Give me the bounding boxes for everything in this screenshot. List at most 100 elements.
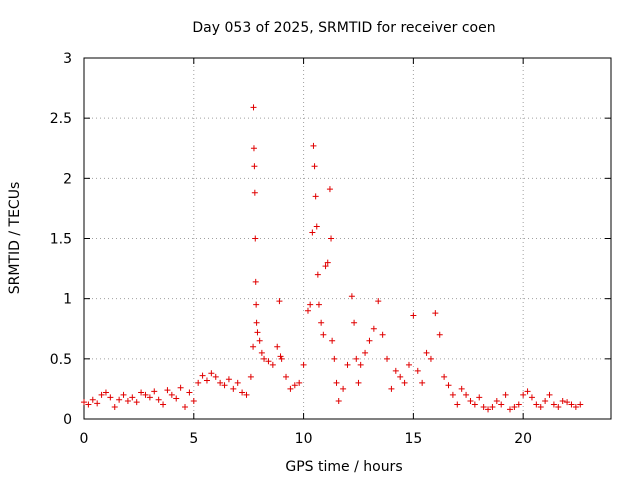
x-axis-label: GPS time / hours: [285, 459, 402, 475]
data-point: [138, 389, 145, 396]
data-point: [353, 355, 360, 362]
data-point: [304, 307, 311, 314]
data-point: [177, 384, 184, 391]
data-point: [217, 379, 224, 386]
data-point: [498, 401, 505, 408]
data-point: [120, 391, 127, 398]
data-point: [195, 379, 202, 386]
chart-title: Day 053 of 2025, SRMTID for receiver coe…: [192, 20, 495, 36]
data-point: [328, 235, 335, 242]
data-point: [485, 406, 492, 413]
y-tick-label: 1.5: [50, 232, 72, 248]
data-point: [102, 389, 109, 396]
data-point: [208, 370, 215, 377]
data-point: [476, 394, 483, 401]
data-point: [243, 391, 250, 398]
data-point: [164, 387, 171, 394]
data-point: [310, 142, 317, 149]
data-point: [449, 391, 456, 398]
data-point: [362, 349, 369, 356]
data-point: [410, 312, 417, 319]
data-point: [291, 382, 298, 389]
data-point: [250, 145, 257, 152]
data-point: [296, 379, 303, 386]
y-tick-label: 2.5: [50, 111, 72, 127]
data-point: [190, 397, 197, 404]
data-point: [182, 403, 189, 410]
y-tick-label: 1: [63, 292, 72, 308]
data-point: [247, 373, 254, 380]
data-point: [251, 163, 258, 170]
data-points: [81, 104, 584, 413]
data-point: [258, 349, 265, 356]
data-point: [300, 361, 307, 368]
data-point: [388, 385, 395, 392]
data-point: [467, 397, 474, 404]
data-point: [423, 349, 430, 356]
data-point: [111, 403, 118, 410]
data-point: [168, 391, 175, 398]
data-point: [311, 163, 318, 170]
data-point: [550, 401, 557, 408]
data-point: [116, 396, 123, 403]
data-point: [348, 293, 355, 300]
data-point: [577, 401, 584, 408]
data-point: [129, 394, 136, 401]
data-point: [256, 337, 263, 344]
data-point: [480, 403, 487, 410]
data-point: [564, 399, 571, 406]
data-point: [370, 325, 377, 332]
data-point: [276, 298, 283, 305]
data-point: [239, 389, 246, 396]
data-point: [506, 406, 513, 413]
data-point: [318, 319, 325, 326]
data-point: [254, 329, 261, 336]
data-point: [313, 223, 320, 230]
data-point: [320, 331, 327, 338]
data-point: [568, 401, 575, 408]
data-point: [572, 403, 579, 410]
y-tick-label: 3: [63, 51, 72, 67]
data-point: [441, 373, 448, 380]
data-point: [274, 343, 281, 350]
data-point: [537, 403, 544, 410]
data-point: [221, 382, 228, 389]
data-point: [89, 396, 96, 403]
y-tick-label: 0: [63, 412, 72, 428]
data-point: [555, 403, 562, 410]
data-point: [146, 394, 153, 401]
x-tick-label: 5: [189, 431, 198, 447]
data-point: [546, 391, 553, 398]
data-point: [287, 385, 294, 392]
data-point: [307, 301, 314, 308]
data-point: [81, 399, 87, 406]
data-point: [203, 377, 210, 384]
y-axis-label: SRMTID / TECUs: [7, 182, 23, 295]
data-point: [315, 301, 322, 308]
data-point: [326, 186, 333, 193]
data-point: [173, 395, 180, 402]
x-tick-label: 10: [295, 431, 313, 447]
y-tick-label: 2: [63, 171, 72, 187]
data-point: [322, 263, 329, 270]
data-point: [124, 397, 131, 404]
data-point: [528, 394, 535, 401]
data-point: [225, 376, 232, 383]
data-point: [85, 401, 92, 408]
data-point: [344, 361, 351, 368]
data-point: [331, 355, 338, 362]
data-point: [392, 367, 399, 374]
data-point: [160, 401, 167, 408]
data-point: [133, 399, 140, 406]
data-point: [397, 373, 404, 380]
x-tick-label: 20: [514, 431, 532, 447]
data-point: [250, 104, 257, 111]
data-point: [542, 397, 549, 404]
data-point: [414, 367, 421, 374]
data-point: [278, 355, 285, 362]
data-point: [355, 379, 362, 386]
data-point: [489, 403, 496, 410]
data-point: [427, 355, 434, 362]
data-point: [212, 373, 219, 380]
